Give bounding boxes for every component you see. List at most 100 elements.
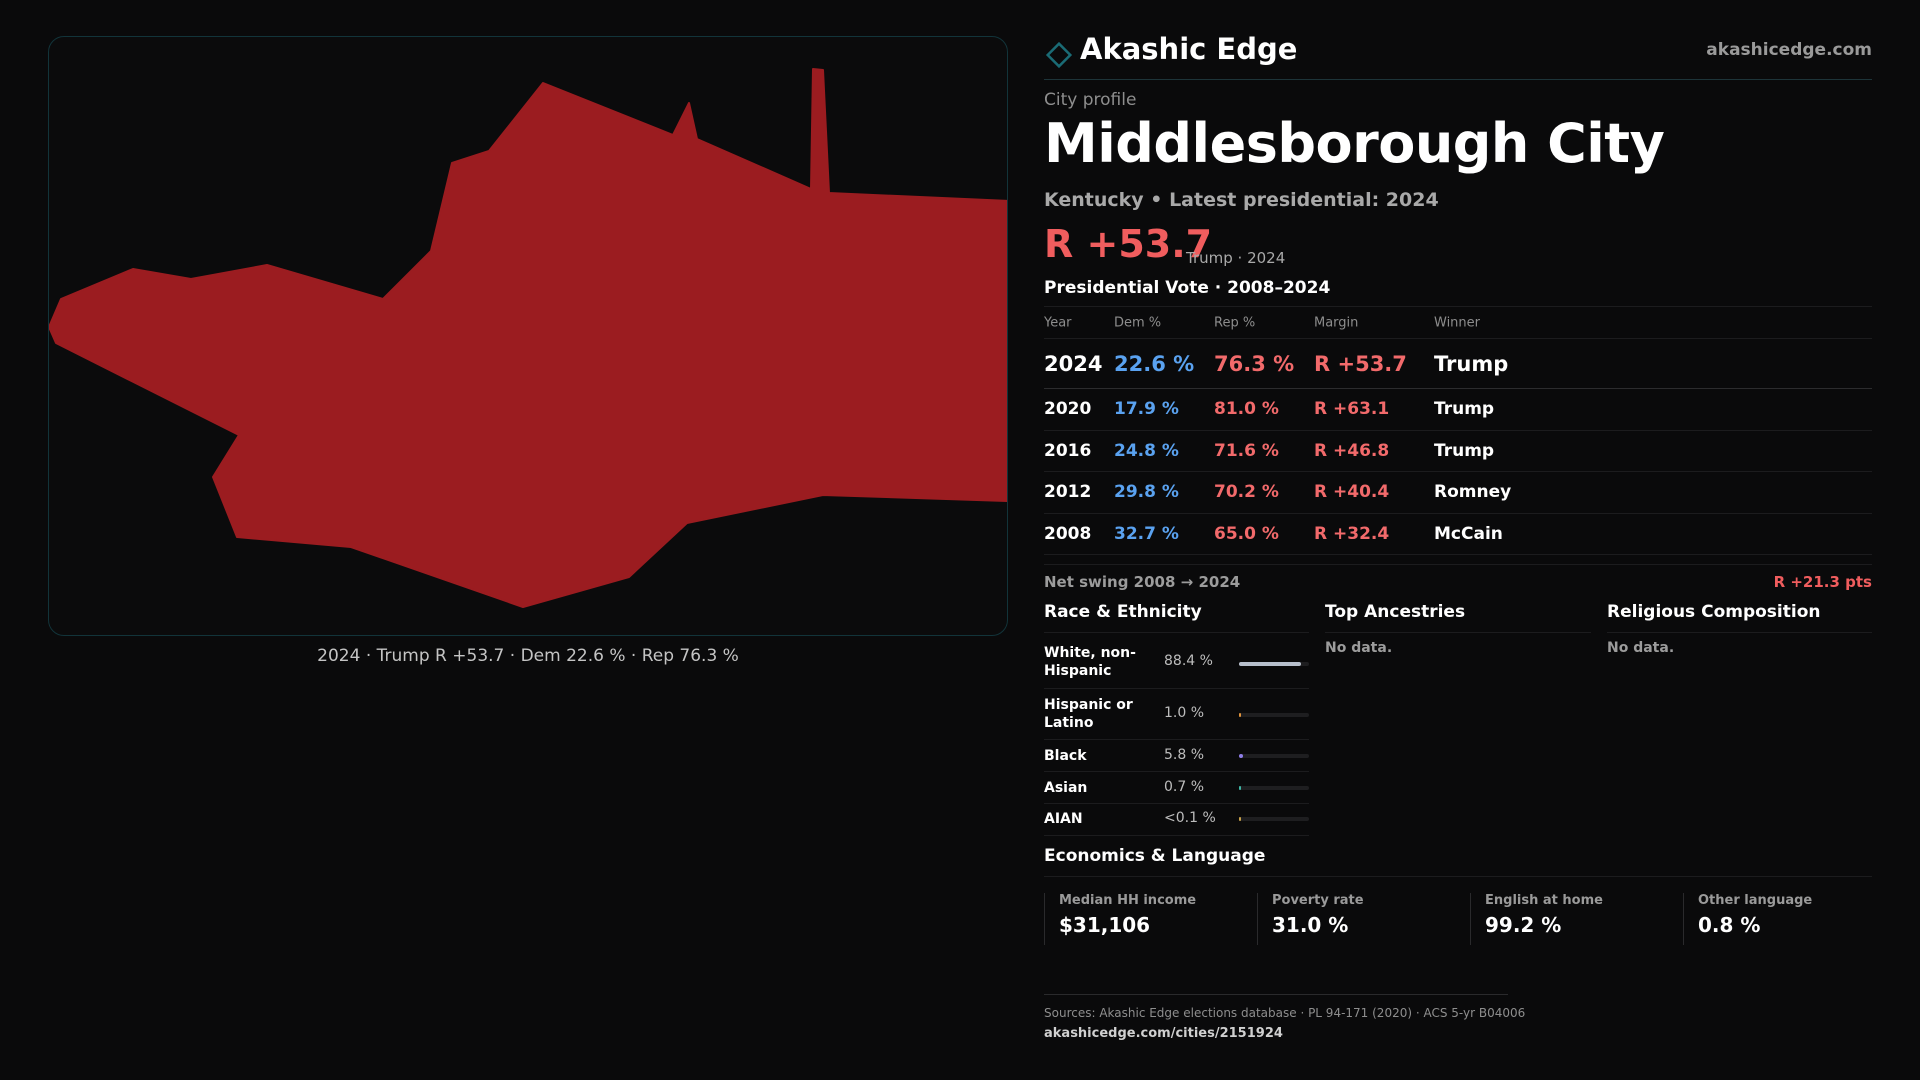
race-section-title: Race & Ethnicity — [1044, 602, 1202, 622]
net-swing-row: Net swing 2008 → 2024 R +21.3 pts — [1044, 564, 1872, 598]
race-row-black: Black 5.8 % — [1044, 740, 1309, 772]
page-title: Middlesborough City — [1044, 112, 1665, 175]
econ-median-income: Median HH income $31,106 — [1044, 893, 1257, 945]
table-row-2016: 2016 24.8 % 71.6 % R +46.8 Trump — [1044, 431, 1872, 472]
economics-section-title: Economics & Language — [1044, 846, 1266, 866]
race-bar-track — [1239, 713, 1309, 717]
col-winner-header: Winner — [1434, 315, 1481, 330]
ancestries-section-title: Top Ancestries — [1325, 602, 1466, 622]
col-year-header: Year — [1044, 315, 1072, 330]
cell-year: 2020 — [1044, 399, 1092, 420]
econ-english-at-home: English at home 99.2 % — [1470, 893, 1683, 945]
presidential-vote-title: Presidential Vote · 2008–2024 — [1044, 278, 1331, 298]
table-row-2024: 2024 22.6 % 76.3 % R +53.7 Trump — [1044, 339, 1872, 389]
divider — [1325, 632, 1591, 633]
cell-margin: R +40.4 — [1314, 482, 1390, 503]
table-row-2020: 2020 17.9 % 81.0 % R +63.1 Trump — [1044, 389, 1872, 431]
cell-dem: 32.7 % — [1114, 523, 1179, 544]
map-caption: 2024 · Trump R +53.7 · Dem 22.6 % · Rep … — [317, 646, 739, 666]
cell-rep: 71.6 % — [1214, 440, 1279, 461]
col-rep-header: Rep % — [1214, 315, 1256, 330]
divider — [1044, 876, 1872, 877]
religion-section-title: Religious Composition — [1607, 602, 1821, 622]
cell-winner: Trump — [1434, 440, 1495, 461]
econ-value: 31.0 % — [1272, 913, 1349, 937]
race-bar-fill — [1239, 662, 1301, 666]
race-pct: 5.8 % — [1164, 747, 1205, 763]
race-pct: <0.1 % — [1164, 810, 1216, 826]
presidential-vote-table: Year Dem % Rep % Margin Winner 2024 22.6… — [1044, 306, 1872, 555]
diamond-outline-icon — [1045, 41, 1073, 69]
sources-text: Sources: Akashic Edge elections database… — [1044, 1006, 1526, 1020]
cell-margin: R +63.1 — [1314, 399, 1390, 420]
net-swing-label: Net swing 2008 → 2024 — [1044, 573, 1241, 591]
city-boundary-map — [48, 36, 1008, 636]
brand-header: Akashic Edge akashicedge.com — [1044, 30, 1872, 80]
race-pct: 0.7 % — [1164, 779, 1205, 795]
cell-rep: 70.2 % — [1214, 482, 1279, 503]
latest-margin: R +53.7 — [1044, 222, 1213, 266]
race-bar-fill — [1239, 713, 1241, 717]
table-header: Year Dem % Rep % Margin Winner — [1044, 307, 1872, 339]
race-bar-track — [1239, 662, 1309, 666]
cell-winner: Trump — [1434, 399, 1495, 420]
race-bar-track — [1239, 817, 1309, 821]
cell-dem: 22.6 % — [1114, 351, 1195, 376]
divider — [1044, 994, 1508, 995]
race-pct: 1.0 % — [1164, 705, 1205, 721]
religion-empty: No data. — [1607, 640, 1675, 656]
cell-dem: 29.8 % — [1114, 482, 1179, 503]
cell-margin: R +32.4 — [1314, 523, 1390, 544]
race-row-white: White, non-Hispanic 88.4 % — [1044, 633, 1309, 689]
cell-rep: 76.3 % — [1214, 351, 1295, 376]
col-dem-header: Dem % — [1114, 315, 1162, 330]
race-bar-fill — [1239, 786, 1241, 790]
race-bar-track — [1239, 786, 1309, 790]
page-kicker: City profile — [1044, 90, 1137, 110]
brand-name: Akashic Edge — [1080, 32, 1298, 66]
race-bar-track — [1239, 754, 1309, 758]
race-bar-fill — [1239, 754, 1243, 758]
cell-year: 2012 — [1044, 482, 1092, 503]
race-row-aian: AIAN <0.1 % — [1044, 804, 1309, 836]
race-label: Asian — [1044, 780, 1088, 796]
ancestries-empty: No data. — [1325, 640, 1393, 656]
cell-year: 2008 — [1044, 523, 1092, 544]
race-label: AIAN — [1044, 811, 1083, 827]
city-boundary-shape — [49, 68, 1007, 608]
table-row-2012: 2012 29.8 % 70.2 % R +40.4 Romney — [1044, 472, 1872, 514]
cell-margin: R +46.8 — [1314, 440, 1390, 461]
cell-rep: 65.0 % — [1214, 523, 1279, 544]
table-row-2008: 2008 32.7 % 65.0 % R +32.4 McCain — [1044, 514, 1872, 555]
econ-label: Median HH income — [1059, 893, 1197, 908]
divider — [1044, 632, 1309, 633]
econ-label: Other language — [1698, 893, 1813, 908]
cell-dem: 17.9 % — [1114, 399, 1179, 420]
cell-winner: McCain — [1434, 523, 1503, 544]
cell-winner: Romney — [1434, 482, 1512, 503]
race-row-hispanic: Hispanic or Latino 1.0 % — [1044, 689, 1309, 740]
brand-url-link[interactable]: akashicedge.com — [1706, 40, 1872, 60]
cell-year: 2016 — [1044, 440, 1092, 461]
race-bar-fill — [1239, 817, 1241, 821]
econ-value: 99.2 % — [1485, 913, 1562, 937]
race-label: Black — [1044, 748, 1087, 764]
race-pct: 88.4 % — [1164, 653, 1213, 669]
econ-value: 0.8 % — [1698, 913, 1761, 937]
cell-rep: 81.0 % — [1214, 399, 1279, 420]
cell-year: 2024 — [1044, 351, 1103, 376]
race-label: Hispanic or Latino — [1044, 697, 1133, 731]
latest-margin-note: Trump · 2024 — [1186, 249, 1286, 267]
race-row-asian: Asian 0.7 % — [1044, 772, 1309, 804]
col-margin-header: Margin — [1314, 315, 1359, 330]
econ-poverty-rate: Poverty rate 31.0 % — [1257, 893, 1470, 945]
sources-link[interactable]: akashicedge.com/cities/2151924 — [1044, 1026, 1283, 1041]
econ-label: English at home — [1485, 893, 1603, 908]
econ-other-language: Other language 0.8 % — [1683, 893, 1872, 945]
cell-dem: 24.8 % — [1114, 440, 1179, 461]
page-subtitle: Kentucky • Latest presidential: 2024 — [1044, 189, 1439, 211]
cell-margin: R +53.7 — [1314, 351, 1407, 376]
econ-value: $31,106 — [1059, 913, 1151, 937]
cell-winner: Trump — [1434, 351, 1509, 376]
divider — [1607, 632, 1872, 633]
